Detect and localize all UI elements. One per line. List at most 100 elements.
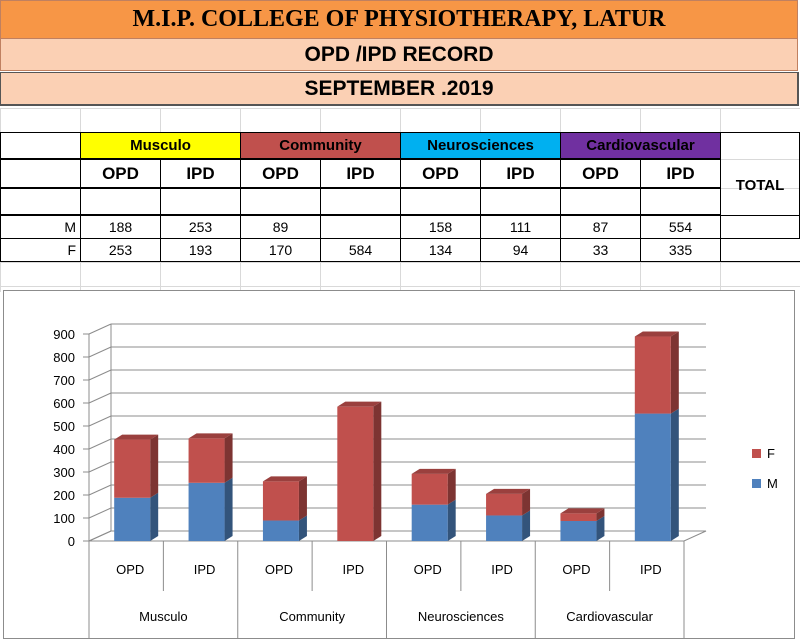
bar-side-m bbox=[596, 515, 605, 541]
bar-side-f bbox=[373, 401, 382, 541]
bar-m bbox=[188, 482, 225, 541]
table-cell: 89 bbox=[240, 215, 321, 239]
bar-f bbox=[634, 336, 671, 414]
grid-line bbox=[0, 262, 800, 263]
table-cell: 554 bbox=[640, 215, 721, 239]
sub-header-ipd: IPD bbox=[160, 159, 241, 188]
bar-side-f bbox=[298, 476, 307, 521]
table-cell: 253 bbox=[80, 238, 161, 262]
chart-floor bbox=[88, 530, 707, 542]
stacked-bar-chart: 0 100 200 300 400 500 600 700 800 900 OPD IPD OPD IPD… bbox=[53, 323, 778, 638]
x-tick-label: OPD bbox=[414, 562, 442, 577]
grid-line-side bbox=[88, 323, 112, 335]
chart-area: 0 100 200 300 400 500 600 700 800 900 OPD IPD OPD IPD… bbox=[3, 290, 795, 639]
bar-side-f bbox=[447, 468, 456, 505]
bar-f bbox=[114, 439, 151, 498]
empty-cell bbox=[480, 188, 561, 215]
y-tick-label: 400 bbox=[53, 442, 75, 457]
empty-cell bbox=[240, 188, 321, 215]
bar-m bbox=[634, 413, 671, 541]
record-title: OPD /IPD RECORD bbox=[0, 38, 798, 71]
sub-header-ipd: IPD bbox=[480, 159, 561, 188]
bar-side-m bbox=[298, 515, 307, 541]
bar-f bbox=[486, 493, 523, 516]
bar-top bbox=[262, 476, 307, 482]
empty-cell bbox=[560, 188, 641, 215]
row-label-f: F bbox=[0, 238, 81, 262]
table-cell: 335 bbox=[640, 238, 721, 262]
bar-side-m bbox=[522, 510, 531, 541]
grid-line-side bbox=[88, 461, 112, 473]
bar-m bbox=[411, 504, 448, 541]
bar-m bbox=[560, 520, 597, 541]
legend-label-m: M bbox=[767, 476, 778, 491]
table-cell: 188 bbox=[80, 215, 161, 239]
row-label-m: M bbox=[0, 215, 81, 239]
sub-header-ipd: IPD bbox=[320, 159, 401, 188]
legend-label-f: F bbox=[767, 446, 775, 461]
empty-cell bbox=[0, 132, 81, 159]
grid-line bbox=[0, 286, 800, 287]
bar-side-m bbox=[224, 477, 233, 541]
bar-side-m bbox=[447, 499, 456, 541]
table-cell: 253 bbox=[160, 215, 241, 239]
x-tick-label: IPD bbox=[194, 562, 216, 577]
grid-line-side bbox=[88, 415, 112, 427]
group-header-cardiovascular: Cardiovascular bbox=[560, 132, 721, 159]
bar-top bbox=[486, 488, 531, 494]
group-label-neurosciences: Neurosciences bbox=[418, 609, 504, 624]
bar-top bbox=[560, 508, 605, 514]
table-cell: 33 bbox=[560, 238, 641, 262]
bar-f bbox=[560, 513, 597, 521]
grid-line-side bbox=[88, 438, 112, 450]
empty-cell bbox=[80, 188, 161, 215]
table-cell: 111 bbox=[480, 215, 561, 239]
grid-line-side bbox=[88, 392, 112, 404]
bar-side-f bbox=[670, 331, 679, 414]
empty-cell bbox=[400, 188, 481, 215]
sub-header-opd: OPD bbox=[240, 159, 321, 188]
group-label-cardiovascular: Cardiovascular bbox=[566, 609, 653, 624]
bar-f bbox=[188, 438, 225, 483]
y-tick-label: 200 bbox=[53, 488, 75, 503]
table-cell: 193 bbox=[160, 238, 241, 262]
group-header-musculo: Musculo bbox=[80, 132, 241, 159]
table-cell: 584 bbox=[320, 238, 401, 262]
bar-top bbox=[337, 401, 382, 407]
group-header-neurosciences: Neurosciences bbox=[400, 132, 561, 159]
group-header-community: Community bbox=[240, 132, 401, 159]
x-tick-label: OPD bbox=[562, 562, 590, 577]
table-cell: 158 bbox=[400, 215, 481, 239]
bar-side-m bbox=[150, 492, 159, 541]
grid-line-side bbox=[88, 484, 112, 496]
y-tick-label: 900 bbox=[53, 327, 75, 342]
spreadsheet-table: Musculo Community Neurosciences Cardiovascu… bbox=[0, 108, 800, 292]
grid-line bbox=[0, 108, 800, 109]
x-tick-label: OPD bbox=[265, 562, 293, 577]
y-tick-label: 700 bbox=[53, 373, 75, 388]
table-cell: 87 bbox=[560, 215, 641, 239]
table-cell: 134 bbox=[400, 238, 481, 262]
y-tick-label: 500 bbox=[53, 419, 75, 434]
bar-side-f bbox=[596, 508, 605, 521]
bar-f bbox=[262, 481, 299, 521]
empty-cell bbox=[320, 188, 401, 215]
grid-line-side bbox=[88, 369, 112, 381]
bar-top bbox=[411, 468, 456, 474]
sub-header-ipd: IPD bbox=[640, 159, 721, 188]
group-label-musculo: Musculo bbox=[139, 609, 187, 624]
college-title: M.I.P. COLLEGE OF PHYSIOTHERAPY, LATUR bbox=[0, 0, 798, 39]
month-title: SEPTEMBER .2019 bbox=[0, 72, 799, 106]
y-tick-label: 300 bbox=[53, 465, 75, 480]
bar-side-f bbox=[224, 433, 233, 483]
x-tick-label: IPD bbox=[491, 562, 513, 577]
bar-side-f bbox=[522, 488, 531, 516]
empty-cell bbox=[160, 188, 241, 215]
bar-top bbox=[634, 331, 679, 337]
y-tick-label: 100 bbox=[53, 511, 75, 526]
sub-header-opd: OPD bbox=[560, 159, 641, 188]
y-tick-label: 600 bbox=[53, 396, 75, 411]
total-cell bbox=[720, 238, 800, 262]
x-tick-label: OPD bbox=[116, 562, 144, 577]
grid-line-side bbox=[88, 507, 112, 519]
